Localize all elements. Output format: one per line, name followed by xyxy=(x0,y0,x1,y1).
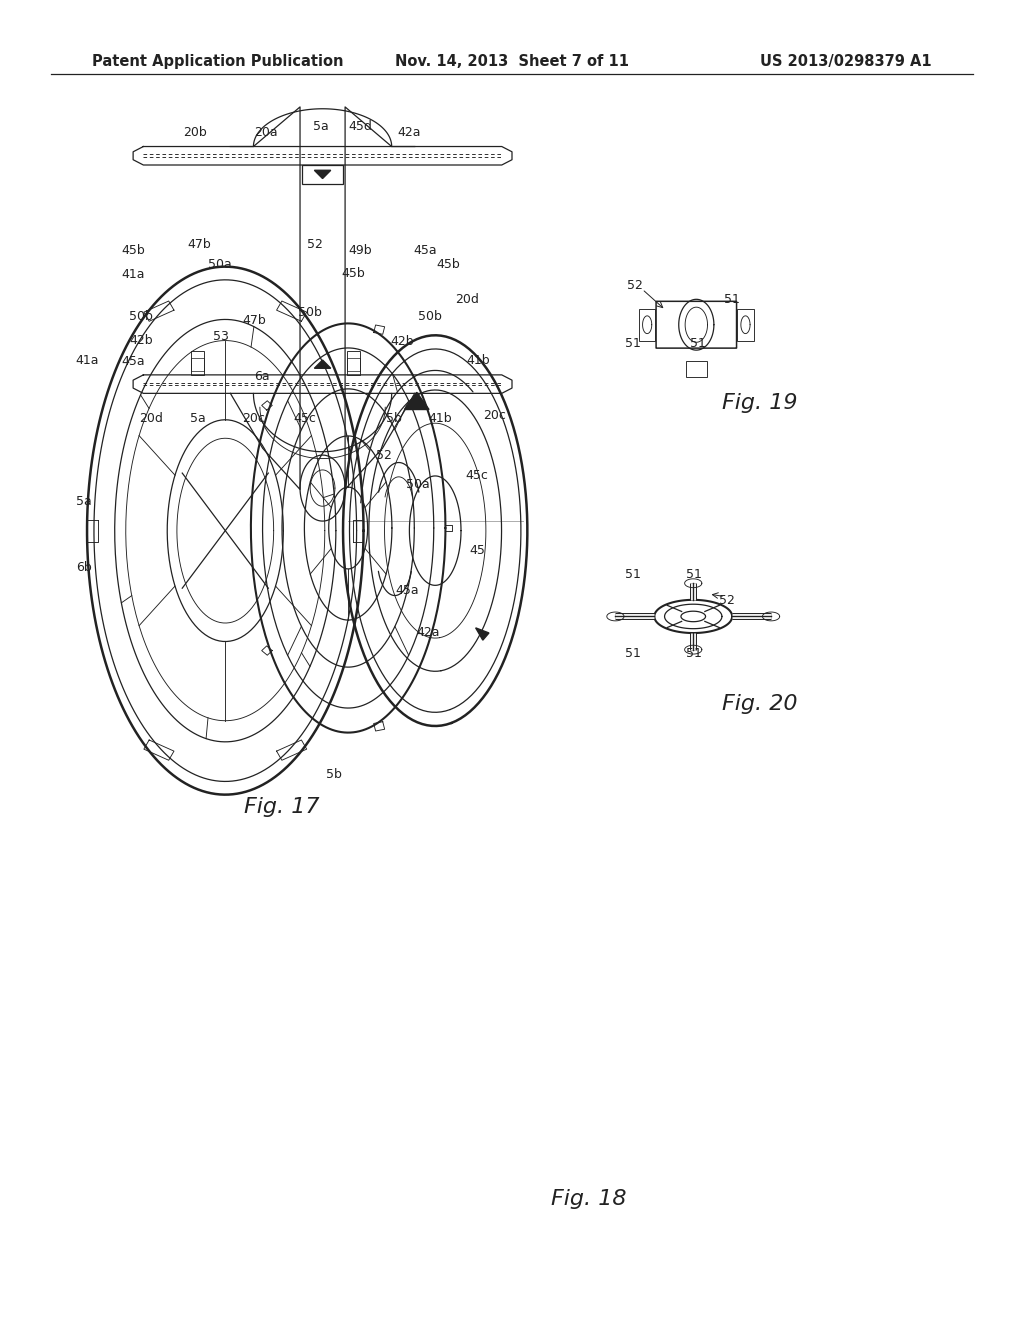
Text: 41a: 41a xyxy=(76,354,98,367)
Text: 50b: 50b xyxy=(418,310,442,323)
Text: 42a: 42a xyxy=(398,125,421,139)
Text: 52: 52 xyxy=(627,279,643,292)
Text: 50a: 50a xyxy=(208,257,232,271)
Text: 52: 52 xyxy=(719,594,735,607)
Text: 50b: 50b xyxy=(129,310,154,323)
Text: 52: 52 xyxy=(376,449,392,462)
Text: 20d: 20d xyxy=(455,293,479,306)
Text: 51: 51 xyxy=(625,337,641,350)
Text: 41a: 41a xyxy=(122,268,144,281)
Text: 5a: 5a xyxy=(76,495,92,508)
Text: 50b: 50b xyxy=(298,306,323,319)
Text: 20c: 20c xyxy=(483,409,506,422)
Text: 45b: 45b xyxy=(341,267,366,280)
Text: 20b: 20b xyxy=(182,125,207,139)
Text: 20d: 20d xyxy=(139,412,164,425)
Text: 45d: 45d xyxy=(348,120,373,133)
Text: Fig. 19: Fig. 19 xyxy=(722,392,798,413)
Text: 49b: 49b xyxy=(348,244,373,257)
Text: 45b: 45b xyxy=(436,257,461,271)
Text: 42b: 42b xyxy=(390,335,415,348)
Text: 45a: 45a xyxy=(395,583,420,597)
Text: 47b: 47b xyxy=(242,314,266,327)
Text: Fig. 18: Fig. 18 xyxy=(551,1188,627,1209)
Text: 20c: 20c xyxy=(243,412,265,425)
Text: Fig. 17: Fig. 17 xyxy=(244,796,319,817)
Text: 51: 51 xyxy=(625,647,641,660)
Text: 45c: 45c xyxy=(294,412,316,425)
Text: 45a: 45a xyxy=(413,244,437,257)
Text: 51: 51 xyxy=(625,568,641,581)
Text: 5b: 5b xyxy=(326,768,342,781)
Text: 5a: 5a xyxy=(189,412,206,425)
Text: 20a: 20a xyxy=(254,125,279,139)
Text: Patent Application Publication: Patent Application Publication xyxy=(92,54,344,69)
Text: US 2013/0298379 A1: US 2013/0298379 A1 xyxy=(760,54,932,69)
Text: 45b: 45b xyxy=(121,244,145,257)
Polygon shape xyxy=(314,360,331,368)
Text: 45a: 45a xyxy=(121,355,145,368)
Text: Nov. 14, 2013  Sheet 7 of 11: Nov. 14, 2013 Sheet 7 of 11 xyxy=(395,54,629,69)
Text: 42a: 42a xyxy=(417,626,439,639)
Text: 50a: 50a xyxy=(406,478,430,491)
Polygon shape xyxy=(314,170,331,178)
Polygon shape xyxy=(475,628,489,640)
Text: Fig. 20: Fig. 20 xyxy=(722,693,798,714)
Text: 51: 51 xyxy=(686,647,702,660)
Text: 45c: 45c xyxy=(466,469,488,482)
Text: 42b: 42b xyxy=(129,334,154,347)
Text: 51: 51 xyxy=(724,293,740,306)
Polygon shape xyxy=(404,392,429,409)
Text: 41b: 41b xyxy=(428,412,453,425)
Text: 51: 51 xyxy=(690,337,707,350)
Text: 51: 51 xyxy=(686,568,702,581)
Text: 47b: 47b xyxy=(187,238,212,251)
Text: 45: 45 xyxy=(469,544,485,557)
Text: 41b: 41b xyxy=(466,354,490,367)
Text: 6b: 6b xyxy=(76,561,92,574)
Text: 5b: 5b xyxy=(386,412,402,425)
Text: 5a: 5a xyxy=(312,120,329,133)
Text: 52: 52 xyxy=(307,238,324,251)
Text: 6a: 6a xyxy=(254,370,270,383)
Text: 53: 53 xyxy=(213,330,229,343)
